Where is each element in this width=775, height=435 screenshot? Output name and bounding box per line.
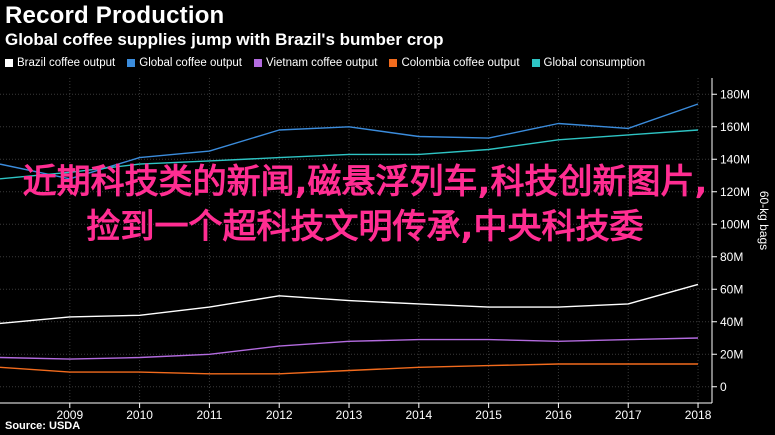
series-line-3 bbox=[0, 363, 698, 375]
y-tick-label: 40M bbox=[720, 315, 743, 329]
legend-item-brazil: Brazil coffee output bbox=[5, 57, 115, 69]
y-tick-label: 160M bbox=[720, 120, 750, 134]
legend-label-global-consumption: Global consumption bbox=[543, 57, 646, 69]
legend-item-global-output: Global coffee output bbox=[127, 57, 242, 69]
y-tick-label: 100M bbox=[720, 217, 750, 231]
y-axis-label: 60-kg bags bbox=[757, 191, 771, 250]
series-line-2 bbox=[0, 337, 699, 360]
grid-layer bbox=[0, 78, 712, 403]
legend-label-global-output: Global coffee output bbox=[139, 57, 242, 69]
legend-label-brazil: Brazil coffee output bbox=[17, 57, 116, 69]
x-tick-label: 2012 bbox=[266, 408, 293, 422]
legend-swatch-global-consumption bbox=[531, 59, 540, 67]
x-tick-label: 2018 bbox=[685, 408, 712, 422]
overlay-caption: 近期科技类的新闻,磁悬浮列车,科技创新图片,捡到一个超科技文明传承,中央科技委 bbox=[22, 162, 708, 247]
y-tick-label: 0 bbox=[720, 380, 727, 394]
y-tick-label: 120M bbox=[720, 185, 750, 199]
chart-legend: Brazil coffee output Global coffee outpu… bbox=[5, 57, 645, 69]
legend-swatch-colombia bbox=[389, 59, 398, 67]
page-title: Record Production bbox=[5, 2, 225, 29]
y-tick-label: 180M bbox=[720, 87, 750, 101]
y-tick-label: 20M bbox=[720, 347, 743, 361]
legend-swatch-global-output bbox=[127, 59, 136, 67]
series-line-1 bbox=[0, 103, 699, 180]
x-tick-label: 2009 bbox=[56, 408, 83, 422]
x-tick-label: 2015 bbox=[475, 408, 502, 422]
legend-item-vietnam: Vietnam coffee output bbox=[253, 57, 378, 69]
legend-swatch-brazil bbox=[5, 59, 13, 67]
x-tick-label: 2016 bbox=[545, 408, 572, 422]
series-layer bbox=[0, 103, 699, 375]
series-line-0 bbox=[0, 283, 699, 325]
x-tick-label: 2010 bbox=[126, 408, 153, 422]
x-tick-label: 2011 bbox=[197, 408, 223, 422]
x-tick-label: 2013 bbox=[336, 408, 363, 422]
legend-label-colombia: Colombia coffee output bbox=[401, 57, 520, 69]
legend-label-vietnam: Vietnam coffee output bbox=[265, 57, 378, 69]
axis-layer: 0 20M 40M 60M 80M 100M 120M 140M 160M 180M 2009 201… bbox=[0, 78, 771, 422]
y-tick-label: 60M bbox=[720, 282, 743, 296]
series-line-4 bbox=[0, 129, 699, 180]
x-tick-label: 2014 bbox=[405, 408, 432, 422]
legend-swatch-vietnam bbox=[253, 59, 262, 67]
y-tick-label: 140M bbox=[720, 152, 750, 166]
chart-subtitle: Global coffee supplies jump with Brazil'… bbox=[5, 30, 444, 49]
legend-item-global-consumption: Global consumption bbox=[531, 57, 646, 69]
legend-item-colombia: Colombia coffee output bbox=[389, 57, 520, 69]
source-note: Source: USDA bbox=[5, 420, 81, 432]
y-tick-label: 80M bbox=[720, 250, 743, 264]
x-tick-label: 2017 bbox=[615, 408, 642, 422]
